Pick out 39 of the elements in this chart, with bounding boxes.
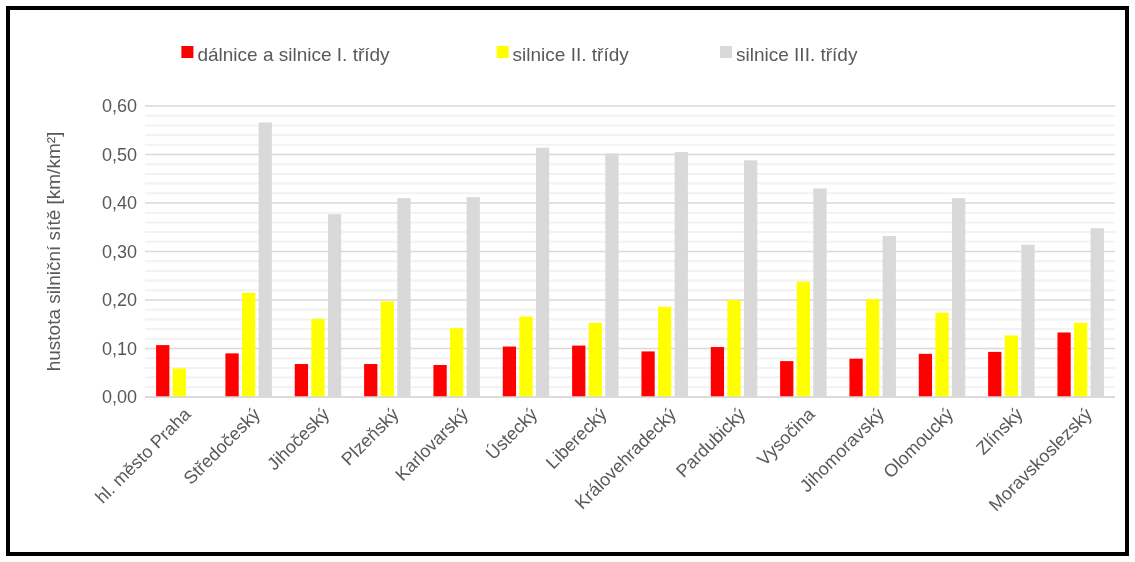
bar [1074, 322, 1088, 397]
bar [588, 322, 602, 397]
bar [311, 318, 325, 397]
y-tick-label: 0,00 [101, 387, 137, 408]
bar [225, 353, 239, 397]
bar [658, 306, 672, 397]
bar [710, 347, 725, 397]
bar [1004, 335, 1018, 397]
bar [727, 300, 741, 397]
bar [641, 351, 655, 397]
bar [849, 358, 863, 397]
legend-label: dálnice a silnice I. třídy [197, 43, 391, 65]
bar [918, 353, 933, 397]
bar [519, 316, 533, 397]
legend-label: silnice III. třídy [736, 43, 858, 65]
bar [242, 292, 256, 397]
bar [380, 301, 394, 397]
bar [156, 345, 170, 397]
bar [866, 299, 880, 397]
bar [935, 312, 949, 397]
y-tick-label: 0,30 [101, 241, 137, 262]
y-tick-label: 0,10 [101, 338, 137, 359]
bar [988, 351, 1002, 397]
bar [433, 364, 447, 397]
y-tick-label: 0,50 [101, 144, 137, 165]
y-tick-label: 0,60 [101, 96, 137, 117]
bar [796, 281, 810, 397]
bar [502, 346, 517, 397]
legend-label: silnice II. třídy [512, 43, 630, 65]
bar [294, 364, 309, 397]
bar [780, 361, 794, 397]
y-axis-title: hustota silniční sítě [km/km²] [43, 131, 64, 372]
y-tick-label: 0,40 [101, 193, 137, 214]
bar [364, 364, 378, 397]
bar [1057, 332, 1071, 397]
y-tick-label: 0,20 [101, 290, 137, 311]
bar [572, 345, 586, 397]
bar [450, 328, 464, 397]
bar [172, 368, 186, 397]
